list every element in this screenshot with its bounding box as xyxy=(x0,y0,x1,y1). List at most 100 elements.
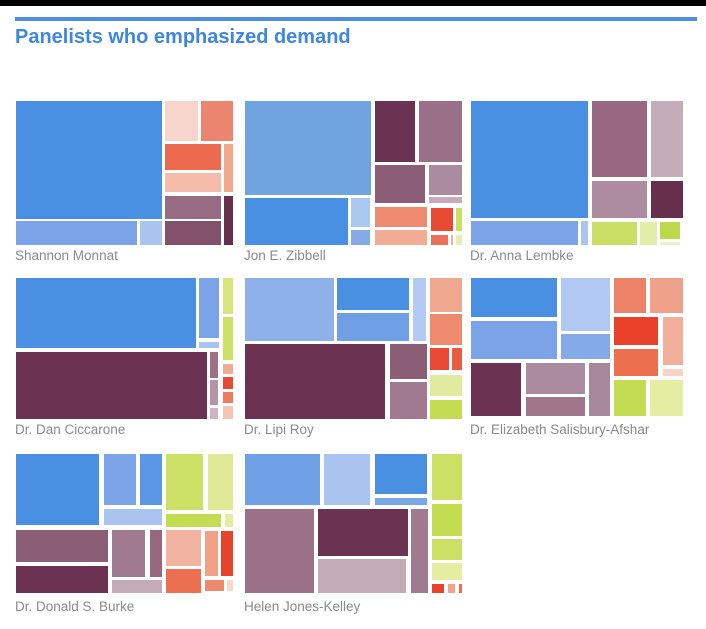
treemap-tile[interactable] xyxy=(15,529,110,564)
treemap-tile[interactable] xyxy=(613,277,647,315)
treemap-tile[interactable] xyxy=(431,594,446,597)
treemap-tile[interactable] xyxy=(163,220,222,246)
treemap-tile[interactable] xyxy=(431,562,463,582)
treemap-tile[interactable] xyxy=(648,277,684,315)
treemap-tile[interactable] xyxy=(244,197,350,246)
treemap-tile[interactable] xyxy=(590,179,648,219)
treemap-tile[interactable] xyxy=(244,508,316,595)
treemap-tile[interactable] xyxy=(197,277,220,340)
treemap-tile[interactable] xyxy=(524,396,586,418)
treemap-tile[interactable] xyxy=(455,233,463,246)
treemap-tile[interactable] xyxy=(374,100,416,163)
treemap-tile[interactable] xyxy=(430,233,449,246)
treemap-tile[interactable] xyxy=(15,100,163,220)
treemap-tile[interactable] xyxy=(639,221,659,246)
treemap-tile[interactable] xyxy=(659,221,681,241)
treemap-tile[interactable] xyxy=(613,379,647,418)
treemap-tile[interactable] xyxy=(226,579,234,592)
treemap-tile[interactable] xyxy=(224,513,234,528)
treemap-tile[interactable] xyxy=(322,453,371,507)
treemap-tile[interactable] xyxy=(317,508,410,557)
treemap-tile[interactable] xyxy=(580,220,589,246)
treemap-tile[interactable] xyxy=(244,277,335,343)
treemap-tile[interactable] xyxy=(470,277,558,319)
treemap-tile[interactable] xyxy=(197,340,220,350)
treemap-tile[interactable] xyxy=(429,398,463,420)
treemap-tile[interactable] xyxy=(431,453,463,502)
treemap-tile[interactable] xyxy=(350,229,371,246)
treemap[interactable] xyxy=(244,453,463,597)
treemap-tile[interactable] xyxy=(410,508,430,595)
treemap-tile[interactable] xyxy=(15,350,208,420)
treemap[interactable] xyxy=(470,277,684,420)
treemap-tile[interactable] xyxy=(206,453,234,512)
treemap-tile[interactable] xyxy=(15,277,197,350)
treemap-tile[interactable] xyxy=(613,315,660,347)
treemap-tile[interactable] xyxy=(470,362,523,418)
treemap-tile[interactable] xyxy=(221,391,234,404)
treemap-tile[interactable] xyxy=(429,373,463,398)
treemap-tile[interactable] xyxy=(455,206,463,233)
treemap-tile[interactable] xyxy=(221,277,234,315)
treemap-tile[interactable] xyxy=(165,529,203,567)
treemap-tile[interactable] xyxy=(165,453,205,512)
treemap-tile[interactable] xyxy=(219,530,234,577)
treemap-tile[interactable] xyxy=(429,347,450,372)
treemap-tile[interactable] xyxy=(374,496,428,507)
treemap-tile[interactable] xyxy=(208,350,219,379)
treemap-tile[interactable] xyxy=(138,219,163,246)
treemap-tile[interactable] xyxy=(374,453,428,496)
treemap-tile[interactable] xyxy=(681,221,684,246)
treemap[interactable] xyxy=(470,100,684,246)
treemap-tile[interactable] xyxy=(590,221,638,246)
treemap-tile[interactable] xyxy=(659,240,681,246)
treemap-tile[interactable] xyxy=(244,100,373,196)
treemap-tile[interactable] xyxy=(208,407,219,420)
treemap-tile[interactable] xyxy=(244,453,321,507)
treemap-tile[interactable] xyxy=(613,347,660,378)
treemap-tile[interactable] xyxy=(204,530,219,577)
treemap-tile[interactable] xyxy=(374,229,428,246)
treemap-tile[interactable] xyxy=(138,453,163,507)
treemap-tile[interactable] xyxy=(450,347,463,372)
treemap-tile[interactable] xyxy=(427,196,463,205)
treemap-tile[interactable] xyxy=(111,529,147,578)
treemap-tile[interactable] xyxy=(15,564,110,595)
treemap[interactable] xyxy=(244,277,463,420)
treemap-tile[interactable] xyxy=(223,143,234,194)
treemap-tile[interactable] xyxy=(15,453,101,527)
treemap-tile[interactable] xyxy=(15,219,138,246)
treemap-tile[interactable] xyxy=(200,100,234,143)
treemap-tile[interactable] xyxy=(418,100,463,163)
treemap-tile[interactable] xyxy=(163,171,222,193)
treemap-tile[interactable] xyxy=(374,164,426,205)
treemap-tile[interactable] xyxy=(374,205,428,228)
treemap-tile[interactable] xyxy=(429,313,463,346)
treemap-tile[interactable] xyxy=(648,379,684,418)
treemap-tile[interactable] xyxy=(163,143,222,171)
treemap-tile[interactable] xyxy=(388,381,428,420)
treemap-tile[interactable] xyxy=(317,558,408,595)
treemap-tile[interactable] xyxy=(446,583,457,595)
treemap[interactable] xyxy=(15,277,234,420)
treemap-tile[interactable] xyxy=(649,179,684,219)
treemap-tile[interactable] xyxy=(431,583,446,595)
treemap-tile[interactable] xyxy=(223,194,234,246)
treemap-tile[interactable] xyxy=(148,529,163,578)
treemap-tile[interactable] xyxy=(661,367,684,378)
treemap-tile[interactable] xyxy=(221,362,234,375)
treemap-tile[interactable] xyxy=(427,164,463,196)
treemap-tile[interactable] xyxy=(102,507,163,527)
treemap-tile[interactable] xyxy=(111,579,163,595)
treemap-tile[interactable] xyxy=(221,404,234,420)
treemap-tile[interactable] xyxy=(470,319,558,360)
treemap-tile[interactable] xyxy=(208,379,219,407)
treemap-tile[interactable] xyxy=(457,583,463,595)
treemap-tile[interactable] xyxy=(559,333,612,360)
treemap-tile[interactable] xyxy=(102,453,137,507)
treemap-tile[interactable] xyxy=(165,568,203,595)
treemap-tile[interactable] xyxy=(587,362,612,418)
treemap-tile[interactable] xyxy=(165,513,222,528)
treemap-tile[interactable] xyxy=(244,343,387,420)
treemap[interactable] xyxy=(15,453,234,597)
